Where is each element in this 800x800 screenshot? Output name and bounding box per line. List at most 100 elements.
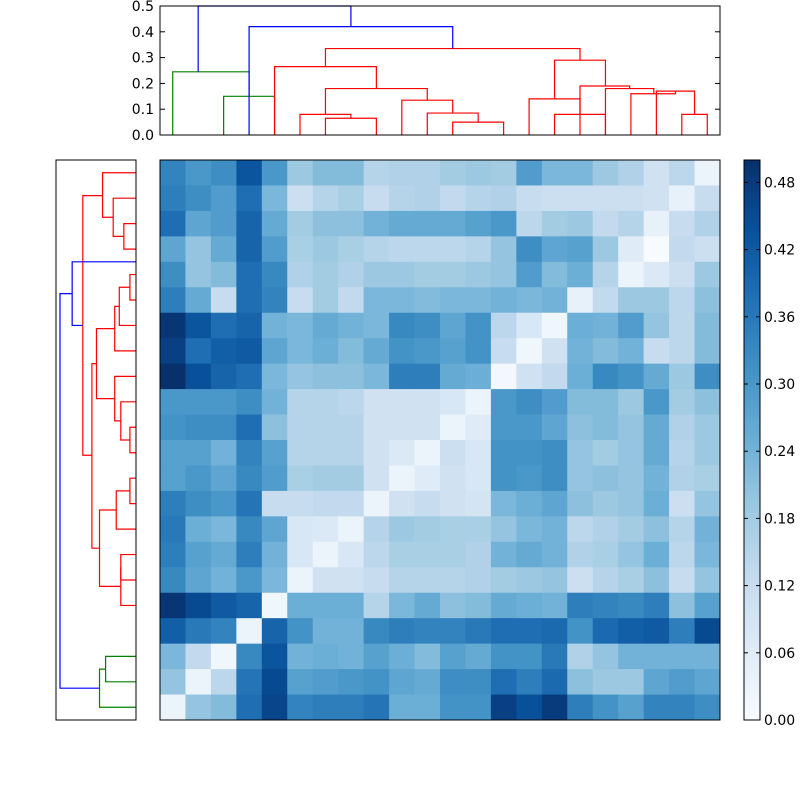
heatmap-cell [363,592,390,619]
heatmap-cell [440,389,466,415]
heatmap-cell [669,490,695,517]
heatmap-cell [465,160,492,186]
heatmap-cell [490,516,517,543]
heatmap-cell [236,592,263,619]
heatmap-cell [185,567,212,594]
left-dendrogram-link [95,328,115,400]
heatmap-cell [261,490,288,517]
heatmap-cell [592,363,619,390]
heatmap-cell [414,643,441,670]
heatmap-cell [516,567,543,594]
heatmap-cell [694,312,721,339]
heatmap-cell [541,338,568,365]
heatmap-cell [516,389,543,415]
heatmap-cell [516,312,543,339]
heatmap-cell [440,592,466,619]
heatmap-cell [440,185,466,212]
heatmap-cell [338,363,365,390]
heatmap-cell [236,490,263,517]
heatmap-cell [592,261,619,288]
heatmap-cell [363,440,390,466]
heatmap-cell [261,261,288,288]
heatmap-cell [592,694,619,721]
heatmap-cell [618,414,645,441]
left-dendrogram-link [101,172,136,218]
heatmap-cell [490,363,517,390]
heatmap-cell [414,669,441,695]
heatmap-cell [465,338,492,365]
heatmap-cell [669,440,695,466]
heatmap-cell [440,312,466,339]
heatmap-cell [160,465,186,492]
heatmap-cell [567,210,594,237]
heatmap-cell [618,236,645,263]
heatmap-cell [160,592,186,619]
heatmap-cell [185,236,212,263]
heatmap-cell [210,567,237,594]
heatmap-cell [338,618,365,645]
heatmap-cell [669,516,695,543]
heatmap-cell [414,592,441,619]
heatmap-cell [643,236,670,263]
left-dendrogram-link [91,363,100,549]
heatmap-cell [440,669,466,695]
heatmap-cell [567,592,594,619]
heatmap-cell [694,160,721,186]
heatmap-cell [516,490,543,517]
heatmap-cell [643,160,670,186]
heatmap-cell [287,236,314,263]
heatmap-cell [618,618,645,645]
heatmap-cell [490,567,517,594]
heatmap-cell [261,440,288,466]
colorbar-tick-label: 0.24 [764,444,795,460]
heatmap-cell [389,414,415,441]
heatmap-cell [440,261,466,288]
heatmap-cell [338,567,365,594]
heatmap-cell [643,312,670,339]
heatmap-cell [389,694,415,721]
colorbar-tick-label: 0.06 [764,646,795,662]
heatmap-cell [312,465,339,492]
heatmap-cell [618,338,645,365]
heatmap-cell [465,363,492,390]
heatmap-cell [210,261,237,288]
heatmap-cell [414,160,441,186]
heatmap-cell [389,440,415,466]
heatmap-cell [592,541,619,568]
heatmap-cell [287,389,314,415]
heatmap-cell [389,669,415,695]
heatmap-cell [440,541,466,568]
heatmap-cell [567,694,594,721]
heatmap-cell [440,363,466,390]
heatmap-cell [338,160,365,186]
heatmap-cell [185,694,212,721]
heatmap-cell [440,694,466,721]
heatmap-cell [338,694,365,721]
left-dendrogram-link [120,553,136,581]
heatmap-cell [261,567,288,594]
top-dendrogram-links [172,5,708,135]
heatmap-cell [490,618,517,645]
heatmap-cell [160,210,186,237]
heatmap-cell [363,261,390,288]
left-dendrogram-link [98,668,136,708]
heatmap-cell [389,490,415,517]
heatmap-cell [592,236,619,263]
heatmap-cell [694,440,721,466]
heatmap-cell [465,490,492,517]
heatmap-cell [160,694,186,721]
heatmap-cell [261,516,288,543]
heatmap-cell [236,465,263,492]
heatmap-cell [490,236,517,263]
heatmap-cell [592,669,619,695]
heatmap-cell [185,516,212,543]
heatmap-cell [490,287,517,314]
heatmap-cell [236,414,263,441]
heatmap-cell [490,389,517,415]
heatmap-cell [210,440,237,466]
heatmap-cell [694,363,721,390]
top-dendrogram-link [324,117,377,135]
heatmap-cell [643,490,670,517]
heatmap-cell [185,185,212,212]
heatmap-cell [312,516,339,543]
